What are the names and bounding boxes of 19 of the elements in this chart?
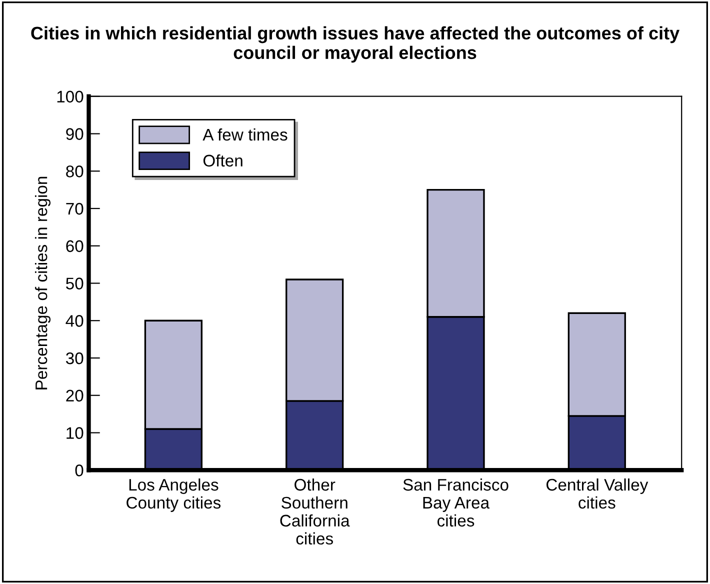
- y-tick-label: 50: [66, 278, 84, 290]
- x-tick-label: Other Southern California cities: [280, 478, 350, 545]
- x-tick-label: Los Angeles County cities: [126, 478, 221, 512]
- y-tick-label: 60: [66, 240, 84, 252]
- y-axis-title: Percentage of cities in region: [34, 176, 51, 390]
- y-tick-label: 0: [75, 464, 84, 476]
- y-tick-label: 100: [57, 90, 84, 103]
- y-tick-label: 10: [66, 427, 84, 439]
- legend-label: Often: [203, 154, 242, 167]
- legend-label: A few times: [202, 128, 288, 141]
- y-tick-label: 30: [66, 352, 84, 364]
- y-tick-label: 80: [66, 166, 84, 178]
- chart-title: Cities in which residential growth issues have affected the outcomes of city council or mayoral elections: [31, 26, 680, 63]
- y-tick-label: 20: [66, 390, 84, 402]
- y-tick-label: 90: [66, 128, 84, 140]
- x-tick-label: San Francisco Bay Area cities: [403, 478, 508, 527]
- y-tick-label: 70: [66, 202, 84, 215]
- y-tick-label: 40: [66, 315, 84, 327]
- x-tick-label: Central Valley cities: [546, 478, 648, 509]
